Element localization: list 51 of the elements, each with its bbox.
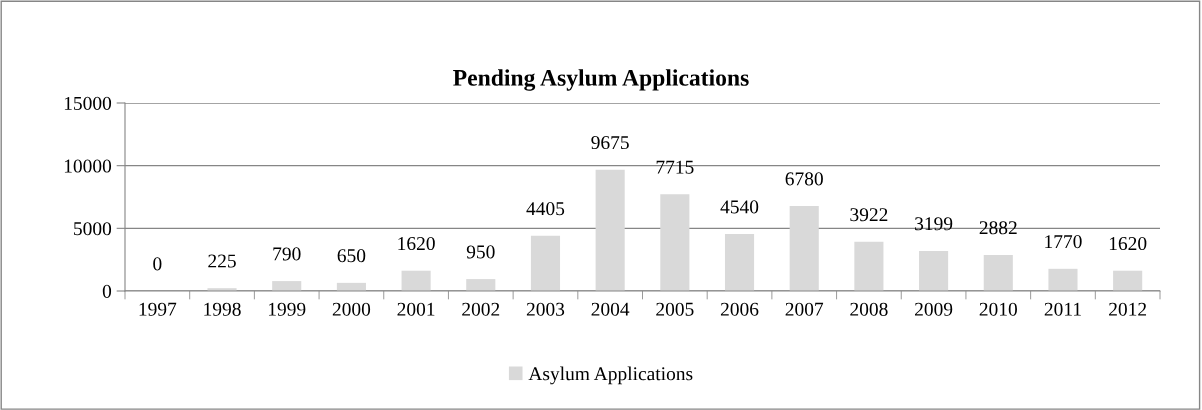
- bar: [919, 250, 949, 291]
- bar: [1048, 268, 1078, 291]
- x-tick-label: 2000: [332, 302, 371, 316]
- x-tick-label: 2008: [850, 302, 888, 316]
- x-tick-label: 2007: [785, 302, 824, 316]
- data-label: 225: [208, 254, 236, 268]
- x-tick-label: 2001: [397, 302, 435, 316]
- data-label: 790: [273, 247, 301, 261]
- y-tick-label: 10000: [64, 159, 112, 173]
- bar: [595, 169, 625, 291]
- y-tick-label: 5000: [74, 222, 112, 236]
- bar: [401, 270, 431, 291]
- x-tick-label: 2010: [979, 302, 1017, 316]
- bar: [789, 206, 819, 291]
- data-label: 950: [466, 245, 495, 259]
- x-tick-label: 2012: [1109, 302, 1147, 316]
- bar: [660, 194, 690, 291]
- chart-title: Pending Asylum Applications: [453, 69, 749, 91]
- x-tick-label: 2005: [656, 302, 694, 316]
- data-label: 0: [153, 257, 162, 271]
- legend-label: Asylum Applications: [528, 366, 693, 385]
- x-tick-label: 2002: [462, 302, 500, 316]
- x-tick-label: 2003: [526, 302, 565, 316]
- data-label: 3199: [915, 217, 953, 231]
- data-label: 4405: [526, 202, 565, 216]
- y-tick-label: 15000: [64, 96, 112, 110]
- data-label: 6780: [785, 172, 823, 186]
- x-tick-label: 1999: [268, 302, 306, 316]
- bar: [854, 241, 884, 291]
- bar: [1113, 270, 1143, 291]
- bar: [530, 235, 561, 291]
- bar: [983, 254, 1013, 291]
- x-tick-label: 2009: [915, 302, 953, 316]
- x-tick-label: 2006: [720, 302, 759, 316]
- data-label: 2882: [979, 221, 1017, 235]
- data-label: 650: [337, 249, 366, 263]
- bar: [724, 234, 755, 291]
- y-tick-label: 0: [102, 284, 112, 298]
- data-label: 1620: [1109, 236, 1147, 251]
- x-tick-label: 2011: [1044, 302, 1081, 316]
- x-tick-label: 2004: [591, 302, 630, 316]
- data-label: 4540: [720, 200, 759, 214]
- data-label: 1770: [1045, 235, 1082, 249]
- data-label: 7715: [656, 160, 694, 174]
- x-tick-label: 1998: [204, 302, 241, 316]
- bar: [466, 279, 496, 291]
- x-tick-label: 1997: [139, 302, 177, 316]
- data-label: 9675: [591, 136, 629, 150]
- bar: [272, 281, 302, 291]
- data-label: 3922: [850, 208, 888, 222]
- data-label: 1620: [398, 236, 435, 251]
